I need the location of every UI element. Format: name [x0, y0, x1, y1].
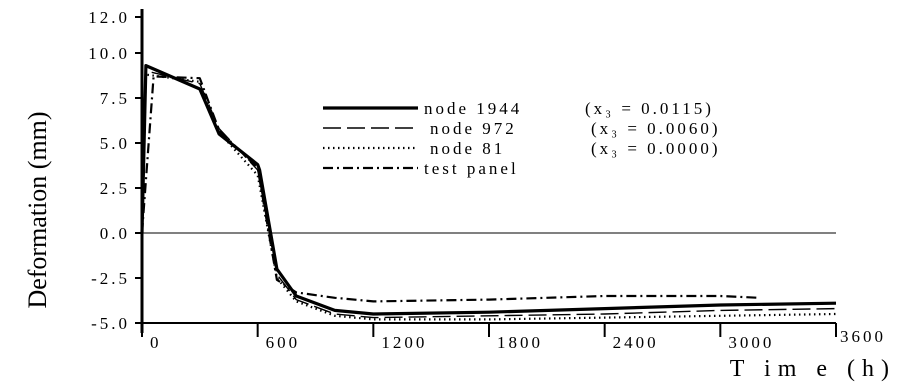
legend-label-3: test panel	[424, 159, 519, 178]
legend-note-0: (x₃ = 0.0115)	[585, 99, 714, 118]
legend-note-2: (x₃ = 0.0000)	[591, 139, 721, 158]
y-tick-label: 2.5	[100, 179, 130, 198]
y-tick-label: 7.5	[100, 89, 130, 108]
series-line-3	[140, 75, 759, 303]
legend-label-1: node 972	[430, 119, 517, 138]
series-line-0	[140, 63, 837, 316]
y-tick-label: -5.0	[91, 314, 130, 333]
y-tick-label: 12.0	[88, 8, 130, 27]
tick-labels: 12.0 10.0 7.5 5.0 2.5 0.0 -2.5 -5.0 0 600 1200 1800…	[88, 8, 886, 352]
series-line-2	[140, 73, 837, 321]
x-axis-label: T im e (h)	[730, 356, 896, 382]
x-tick-label: 2400	[613, 333, 659, 352]
x-tick-label: 1800	[497, 333, 543, 352]
x-tick-label: 3600	[840, 327, 886, 346]
y-tick-label: -2.5	[91, 269, 130, 288]
x-tick-label: 600	[266, 333, 301, 352]
y-axis-label: Deformation (mm)	[23, 111, 52, 308]
y-tick-label: 5.0	[100, 134, 130, 153]
series-lines	[140, 63, 837, 321]
legend-note-1: (x₃ = 0.0060)	[591, 119, 721, 138]
legend: node 1944 (x₃ = 0.0115) node 972 (x₃ = 0.00…	[323, 99, 721, 178]
y-tick-label: 0.0	[100, 224, 130, 243]
x-tick-label: 0	[150, 333, 162, 352]
series-line-1	[141, 70, 837, 319]
y-tick-label: 10.0	[88, 44, 130, 63]
x-tick-label: 1200	[381, 333, 427, 352]
legend-label-0: node 1944	[424, 99, 522, 118]
legend-label-2: node 81	[430, 139, 505, 158]
x-tick-label: 3000	[728, 333, 774, 352]
